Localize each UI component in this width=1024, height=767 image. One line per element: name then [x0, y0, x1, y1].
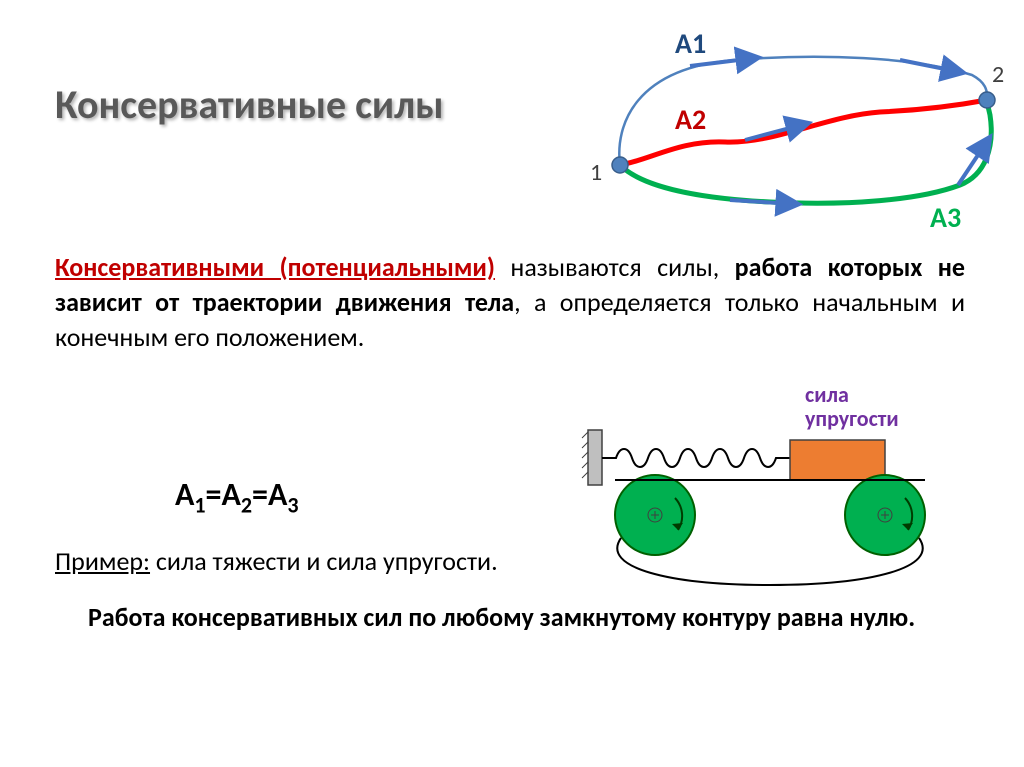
eq-a2-a: А	[221, 475, 240, 514]
eq-sub3: 3	[287, 491, 298, 518]
block	[790, 440, 885, 480]
label-point-2: 2	[992, 60, 1004, 89]
node-1	[612, 157, 628, 173]
label-a3: А3	[930, 200, 961, 235]
eq-sub1: 1	[194, 491, 205, 518]
eq-eq1: =	[206, 475, 222, 514]
label-a1: А1	[675, 26, 706, 61]
spring	[602, 449, 790, 467]
definition-text: Консервативными (потенциальными) называю…	[55, 250, 965, 355]
arrow-a1-2	[900, 60, 960, 72]
def-part2: называются силы,	[495, 251, 735, 283]
node-2	[979, 92, 995, 108]
spring-diagram	[580, 390, 1000, 590]
example-text: сила тяжести и сила упругости.	[150, 545, 498, 577]
label-a2: А2	[675, 102, 706, 137]
slide-title: Консервативные силы	[55, 80, 444, 129]
eq-a3-a: А	[268, 475, 287, 514]
label-point-1: 1	[590, 158, 602, 187]
closed-loop-statement: Работа консервативных сил по любому замк…	[88, 600, 918, 635]
eq-sub2: 2	[241, 491, 252, 518]
eq-eq2: =	[252, 475, 268, 514]
example-label: Пример:	[55, 545, 150, 577]
eq-a1-a: А	[175, 475, 194, 514]
wall	[588, 430, 602, 485]
path-diagram: А1 А2 А3 1 2	[560, 30, 1000, 230]
example-line: Пример: сила тяжести и сила упругости.	[55, 545, 498, 577]
def-part1: Консервативными (потенциальными)	[55, 251, 495, 283]
equation: А1=А2=А3	[175, 475, 299, 518]
